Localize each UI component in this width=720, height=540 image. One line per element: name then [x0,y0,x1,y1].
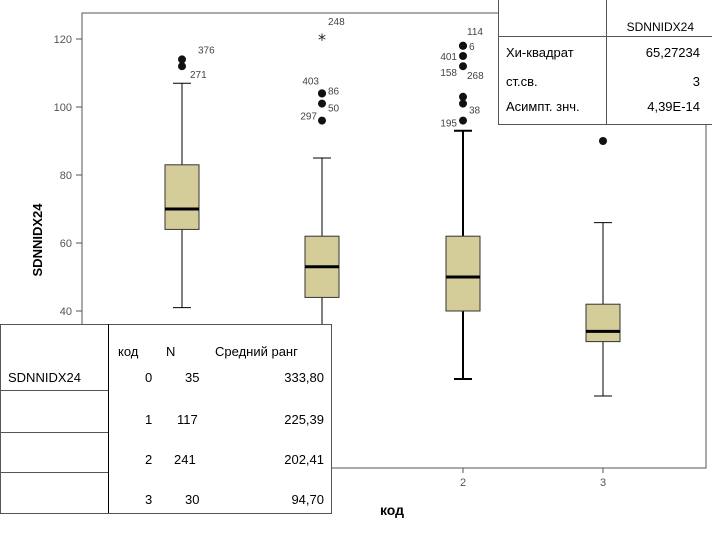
chi-square-label: Хи-квадрат [506,45,574,60]
ranks-variable-label: SDNNIDX24 [8,370,81,385]
outlier-point [178,55,186,64]
ranks-table: код N Средний ранг SDNNIDX24 0 35 333,80… [0,324,332,514]
ranks-row-0-group: 0 [145,370,153,385]
y-tick-label: 60 [60,238,72,250]
df-label: ст.св. [506,74,538,89]
test-stats-column-header: SDNNIDX24 [626,20,694,34]
box-group-3 [585,222,621,397]
box-group-0 [164,82,200,309]
ranks-row-2-group: 2 [145,452,153,467]
box-iqr [585,303,621,343]
outlier-star: * [318,30,326,49]
plot-frame [81,12,707,469]
box-group-2 [445,129,481,380]
x-tick-label: 3 [600,477,606,489]
y-tick-label: 40 [60,306,72,318]
x-axis-label: код [380,502,404,518]
outlier-point [318,99,326,108]
box-iqr [445,235,481,312]
ranks-row-2-mean: 202,41 [284,452,324,467]
df-value: 3 [692,74,700,89]
chi-square-value: 65,27234 [645,45,700,60]
outlier-point [318,89,326,98]
outlier-point [178,62,186,71]
y-tick-label: 100 [54,102,72,114]
ranks-row-3-group: 3 [145,492,153,507]
box-iqr [164,164,200,230]
outlier-point [459,52,467,60]
ranks-row-3-n: 30 [185,492,200,507]
outlier-label: 401 [440,52,457,63]
ranks-header-mean-rank: Средний ранг [215,344,298,359]
outlier-label: 403 [302,76,319,87]
outlier-label: 248 [328,17,345,28]
x-tick-label: 2 [460,477,466,489]
outlier-label: 6 [469,42,475,53]
ranks-row-0-n: 35 [185,370,200,385]
outlier-label: 195 [440,119,457,130]
outlier-label: 271 [190,70,207,81]
outlier-point [459,99,467,108]
outlier-point [599,137,607,145]
y-tick-label: 80 [60,170,72,182]
ranks-header-group: код [118,344,139,359]
ranks-row-3-mean: 94,70 [291,492,324,507]
outlier-label: 38 [469,106,481,117]
outlier-label: 158 [440,68,457,79]
outlier-point [318,116,326,125]
ranks-row-1-group: 1 [145,412,153,427]
asymp-sig-label: Асимпт. знч. [506,99,580,114]
outlier-label: 268 [467,71,484,82]
outlier-label: 376 [198,45,215,56]
test-statistics-table: SDNNIDX24 Хи-квадрат 65,27234 ст.св. 3 А… [498,0,712,125]
y-axis-label: SDNNIDX24 [30,203,45,277]
outlier-label: 114 [467,27,483,38]
outlier-point [459,62,467,71]
outlier-label: 297 [300,112,317,123]
asymp-sig-value: 4,39E-14 [647,99,700,114]
ranks-row-1-mean: 225,39 [284,412,324,427]
ranks-row-1-n: 117 [177,412,198,427]
ranks-row-0-mean: 333,80 [284,370,324,385]
outlier-label: 50 [328,104,340,115]
outlier-point [459,41,467,50]
ranks-header-n: N [166,344,176,359]
outlier-point [459,92,467,101]
ranks-row-2-n: 241 [174,452,196,467]
outlier-label: 86 [328,86,340,97]
y-tick-label: 120 [54,34,72,46]
outlier-point [459,116,467,125]
